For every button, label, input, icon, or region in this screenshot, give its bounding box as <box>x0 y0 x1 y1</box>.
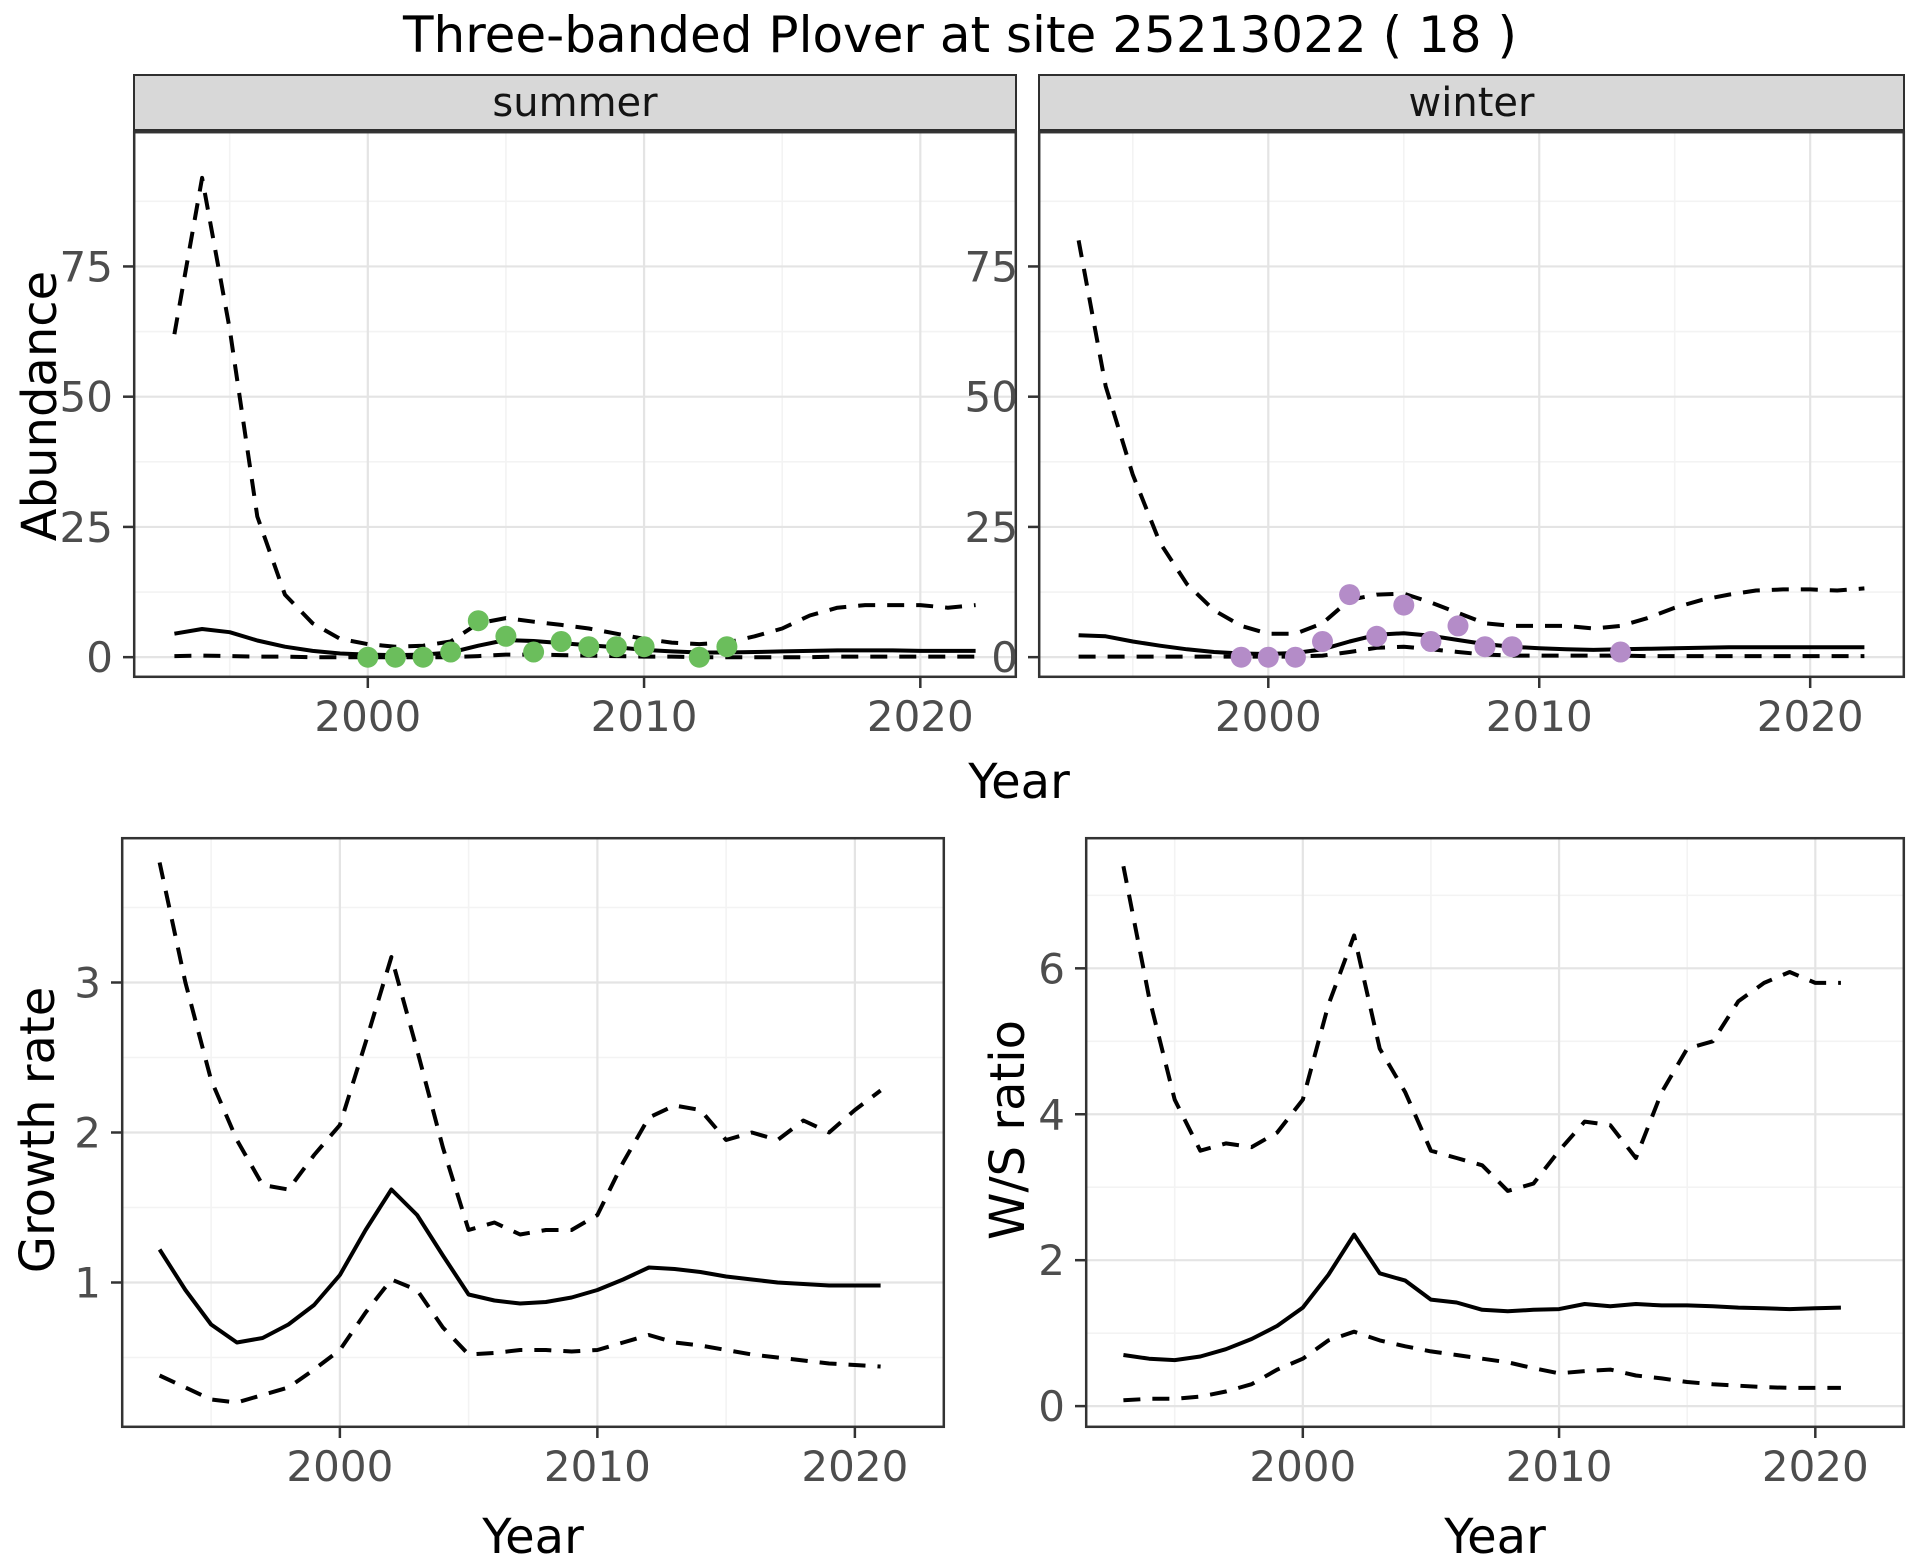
observed-counts-point <box>716 636 738 658</box>
x-tick-label: 2020 <box>867 692 974 741</box>
observed-counts-point <box>1339 584 1361 606</box>
y-tick-label: 50 <box>60 373 113 422</box>
observed-counts-point <box>1284 646 1306 668</box>
x-tick-label: 2000 <box>314 692 421 741</box>
facet-strip-summer-label: summer <box>492 79 658 126</box>
y-tick-label: 4 <box>1038 1090 1065 1139</box>
y-tick-label: 75 <box>60 242 113 291</box>
y-tick-label: 50 <box>965 373 1018 422</box>
observed-counts-point <box>357 646 379 668</box>
observed-counts-point <box>467 610 489 632</box>
y-tick-label: 3 <box>74 959 101 1008</box>
y-tick-label: 25 <box>965 503 1018 552</box>
facet-strip-summer: summer <box>133 74 1017 131</box>
observed-counts-point <box>578 636 600 658</box>
panel-ws-ratio: 2000 2010 2020 0 2 4 6 <box>1038 836 1906 1491</box>
observed-counts-point <box>1366 625 1388 647</box>
y-tick-label: 25 <box>60 503 113 552</box>
panel-border <box>1084 836 1906 1429</box>
observed-counts-point <box>1447 615 1469 637</box>
panel-abundance-winter: 2000 2010 2020 0 25 50 75 <box>965 130 1906 741</box>
y-axis-title-growth-rate: Growth rate <box>10 986 66 1274</box>
x-axis-title-bottom-left: Year <box>482 1509 584 1560</box>
y-tick-label: 0 <box>991 633 1018 682</box>
observed-counts-point <box>1257 646 1279 668</box>
upper-ci-line <box>1121 865 1841 1193</box>
facet-strip-winter-label: winter <box>1408 79 1535 126</box>
observed-counts-point <box>550 631 572 652</box>
x-tick-label: 2020 <box>801 1442 908 1491</box>
y-tick-label: 2 <box>1038 1236 1065 1285</box>
ws-ratio-plot: 2000 2010 2020 0 2 4 6 <box>1038 836 1906 1491</box>
x-tick-label: 2000 <box>1215 692 1322 741</box>
observed-counts-point <box>1312 631 1333 652</box>
mean-line <box>1078 631 1865 656</box>
x-tick-label: 2000 <box>286 1442 393 1491</box>
observed-counts-point <box>1420 631 1442 652</box>
observed-counts-point <box>688 646 710 668</box>
panel-border <box>132 130 1018 679</box>
observed-counts-point <box>495 625 517 647</box>
observed-counts-point <box>1393 594 1415 616</box>
y-tick-label: 1 <box>74 1259 101 1308</box>
y-tick-label: 0 <box>86 633 113 682</box>
observed-counts-point <box>523 641 545 663</box>
x-tick-label: 2000 <box>1249 1442 1356 1491</box>
lower-ci-line <box>174 652 976 660</box>
observed-counts-point <box>1610 641 1631 663</box>
observed-counts-point <box>1474 636 1496 658</box>
observed-counts-point <box>633 636 655 658</box>
mean-line <box>1123 1232 1841 1363</box>
panel-border <box>120 836 946 1429</box>
y-tick-label: 6 <box>1038 944 1065 993</box>
x-tick-label: 2010 <box>591 692 698 741</box>
mean-line <box>174 627 976 658</box>
observed-counts-point <box>440 641 462 663</box>
x-axis-title-top: Year <box>968 754 1070 810</box>
y-tick-label: 2 <box>74 1109 101 1158</box>
chart-title: Three-banded Plover at site 25213022 ( 1… <box>402 6 1518 64</box>
upper-ci-line <box>1076 240 1865 636</box>
lower-ci-line <box>1123 1329 1841 1403</box>
upper-ci-line <box>157 862 882 1237</box>
lower-ci-line <box>158 1277 881 1405</box>
facet-strip-winter: winter <box>1038 74 1905 131</box>
abundance-winter-plot: 2000 2010 2020 0 25 50 75 <box>965 130 1906 741</box>
panel-border <box>1037 130 1906 679</box>
y-axis-title-abundance: Abundance <box>12 270 68 542</box>
x-axis-title-bottom-right: Year <box>1444 1509 1546 1560</box>
x-tick-label: 2020 <box>1757 692 1864 741</box>
upper-ci-line <box>172 175 976 649</box>
panel-growth-rate: 2000 2010 2020 1 2 3 <box>74 836 946 1491</box>
observed-counts-point <box>412 646 434 668</box>
x-tick-label: 2010 <box>1486 692 1593 741</box>
abundance-summer-plot: 2000 2010 2020 0 25 50 75 <box>60 130 1018 741</box>
x-tick-label: 2020 <box>1762 1442 1869 1491</box>
panel-abundance-summer: 2000 2010 2020 0 25 50 75 <box>60 130 1018 741</box>
y-axis-title-ws-ratio: W/S ratio <box>980 1019 1036 1241</box>
observed-counts-point <box>605 636 627 658</box>
lower-ci-line <box>1078 644 1865 659</box>
growth-rate-plot: 2000 2010 2020 1 2 3 <box>74 836 946 1491</box>
mean-line <box>157 1187 881 1345</box>
observed-counts-point <box>384 646 406 668</box>
x-tick-label: 2010 <box>1506 1442 1613 1491</box>
observed-counts-point <box>1501 636 1523 658</box>
x-tick-label: 2010 <box>544 1442 651 1491</box>
y-tick-label: 75 <box>965 242 1018 291</box>
observed-counts-point <box>1230 646 1252 668</box>
y-tick-label: 0 <box>1038 1382 1065 1431</box>
